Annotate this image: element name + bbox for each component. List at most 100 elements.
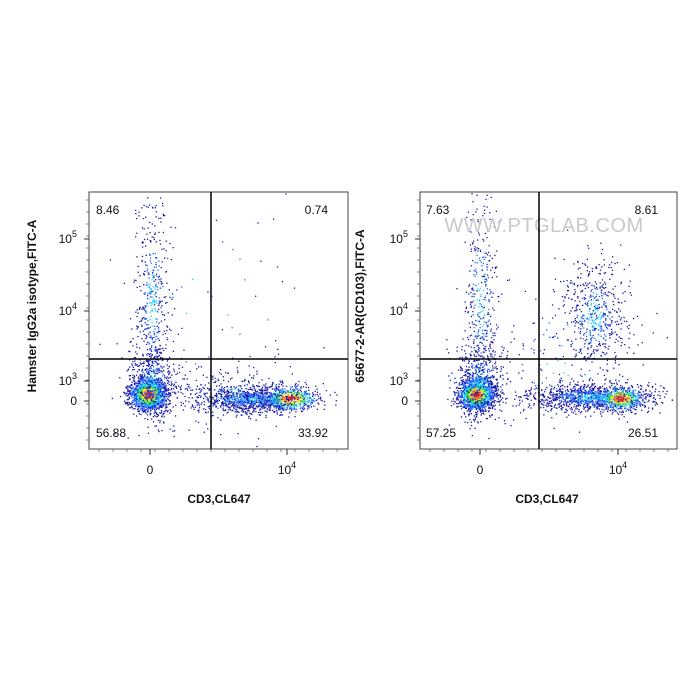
event-dot	[141, 396, 144, 398]
event-dot	[247, 398, 249, 400]
event-dot	[156, 407, 158, 409]
event-dot	[459, 401, 462, 403]
event-dot	[241, 394, 243, 396]
event-dot	[131, 384, 133, 386]
event-dot	[221, 391, 223, 393]
event-dot	[293, 389, 296, 391]
event-dot	[256, 394, 258, 397]
event-dot	[123, 391, 125, 393]
event-dot	[172, 296, 174, 299]
event-dot	[288, 401, 290, 403]
event-dot	[164, 394, 166, 396]
event-dot	[308, 400, 311, 402]
event-dot	[143, 228, 145, 230]
event-dot	[214, 401, 216, 404]
event-dot	[149, 403, 151, 406]
event-dot	[252, 396, 254, 398]
event-dot	[132, 377, 134, 379]
event-dot	[227, 372, 229, 374]
event-dot	[227, 399, 229, 401]
event-dot	[335, 404, 337, 406]
event-dot	[124, 400, 126, 402]
event-dot	[209, 396, 211, 398]
event-dot	[164, 383, 166, 385]
event-dot	[153, 270, 155, 272]
event-dot	[169, 296, 171, 298]
event-dot	[269, 392, 271, 394]
event-dot	[275, 400, 277, 402]
event-dot	[149, 336, 151, 339]
event-dot	[146, 404, 148, 406]
event-dot	[145, 336, 148, 339]
event-dot	[224, 399, 226, 401]
event-dot	[152, 403, 154, 405]
event-dot	[298, 392, 300, 394]
event-dot	[138, 394, 141, 396]
event-dot	[138, 402, 140, 405]
event-dot	[147, 408, 150, 410]
event-dot	[149, 311, 151, 313]
event-dot	[148, 327, 150, 329]
event-dot	[156, 385, 158, 387]
event-dot	[137, 408, 140, 410]
event-dot	[141, 391, 143, 393]
event-dot	[238, 407, 241, 409]
event-dot	[293, 287, 296, 289]
event-dot	[155, 372, 157, 374]
event-dot	[248, 407, 250, 409]
event-dot	[295, 408, 298, 410]
event-dot	[304, 390, 306, 393]
event-dot	[279, 401, 281, 403]
event-dot	[152, 390, 154, 392]
event-dot	[144, 380, 146, 382]
event-dot	[135, 311, 137, 313]
event-dot	[237, 398, 239, 401]
event-dot	[145, 343, 148, 346]
event-dot	[152, 301, 154, 303]
event-dot	[143, 410, 145, 412]
event-dot	[289, 402, 292, 405]
event-dot	[164, 319, 166, 321]
event-dot	[116, 343, 118, 345]
event-dot	[293, 404, 296, 406]
event-dot	[164, 375, 166, 377]
event-dot	[150, 387, 152, 389]
event-dot	[154, 233, 156, 235]
event-dot	[230, 392, 232, 394]
event-dot	[278, 389, 281, 391]
event-dot	[148, 380, 150, 382]
event-dot	[152, 378, 155, 380]
event-dot	[155, 397, 157, 399]
event-dot	[173, 383, 175, 385]
event-dot	[212, 398, 214, 400]
event-dot	[156, 381, 159, 384]
event-dot	[128, 396, 130, 398]
event-dot	[234, 387, 237, 389]
event-dot	[183, 378, 186, 380]
event-dot	[140, 389, 142, 391]
event-dot	[258, 381, 260, 384]
event-dot	[286, 407, 288, 409]
event-dot	[126, 392, 128, 394]
event-dot	[247, 410, 249, 412]
event-dot	[196, 385, 199, 387]
event-dot	[155, 296, 157, 298]
event-dot	[264, 406, 266, 409]
event-dot	[249, 374, 251, 376]
event-dot	[162, 359, 164, 361]
event-dot	[297, 393, 299, 395]
event-dot	[163, 330, 165, 332]
event-dot	[142, 400, 144, 402]
event-dot	[303, 400, 305, 403]
event-dot	[152, 369, 154, 371]
event-dot	[145, 216, 147, 218]
event-dot	[143, 317, 145, 319]
event-dot	[158, 394, 160, 397]
event-dot	[146, 297, 149, 300]
event-dot	[496, 383, 498, 385]
event-dot	[144, 382, 146, 385]
event-dot	[278, 398, 280, 400]
event-dot	[297, 388, 299, 390]
y-tick-label: 0	[70, 394, 77, 408]
event-dot	[141, 384, 144, 386]
